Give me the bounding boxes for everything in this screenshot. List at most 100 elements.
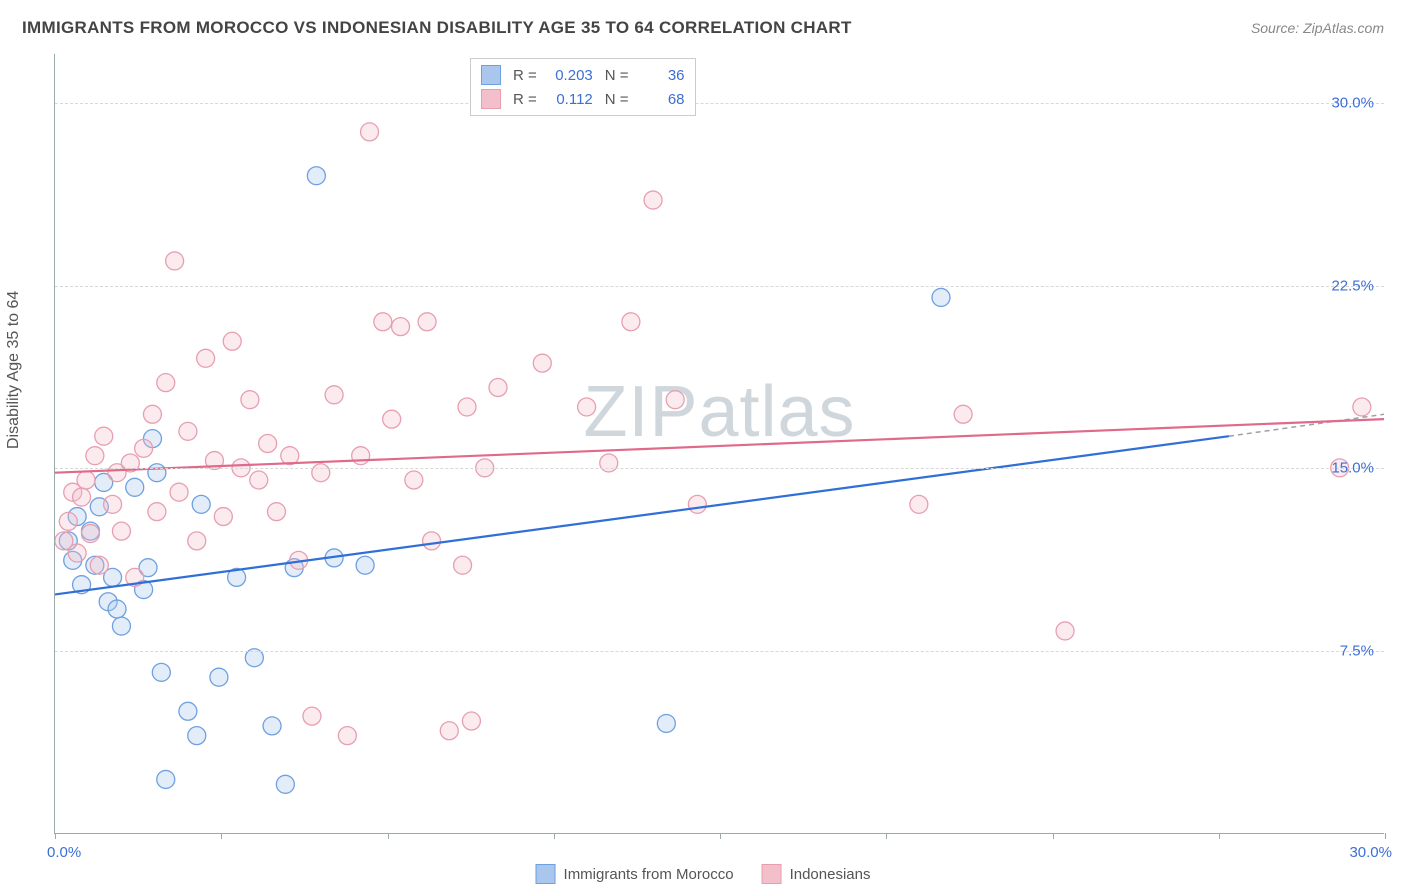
data-point (361, 123, 379, 141)
x-max-label: 30.0% (1349, 844, 1392, 861)
data-point (86, 556, 104, 574)
data-point (1056, 622, 1074, 640)
data-point (126, 478, 144, 496)
trendline (55, 419, 1384, 473)
data-point (578, 398, 596, 416)
x-tick (554, 833, 555, 839)
data-point (325, 386, 343, 404)
data-point (86, 447, 104, 465)
data-point (666, 391, 684, 409)
data-point (325, 549, 343, 567)
data-point (59, 532, 77, 550)
data-point (205, 452, 223, 470)
data-point (139, 559, 157, 577)
data-point (157, 770, 175, 788)
data-point (383, 410, 401, 428)
legend-swatch-indonesians (481, 89, 501, 109)
data-point (210, 668, 228, 686)
data-point (95, 473, 113, 491)
legend-bottom: Immigrants from Morocco Indonesians (536, 864, 871, 884)
data-point (68, 508, 86, 526)
x-tick (1219, 833, 1220, 839)
legend-swatch-indonesians-b (762, 864, 782, 884)
r-label: R = (513, 67, 537, 84)
data-point (263, 717, 281, 735)
data-point (179, 422, 197, 440)
legend-label-indonesians: Indonesians (790, 866, 871, 883)
r-label: R = (513, 91, 537, 108)
x-min-label: 0.0% (47, 844, 81, 861)
legend-stats-box: R = 0.203 N = 36 R = 0.112 N = 68 (470, 58, 696, 116)
data-point (135, 581, 153, 599)
data-point (214, 508, 232, 526)
data-point (688, 495, 706, 513)
data-point (143, 405, 161, 423)
gridline-h (55, 651, 1384, 652)
data-point (489, 379, 507, 397)
data-point (68, 544, 86, 562)
scatter-plot-svg (55, 54, 1384, 833)
data-point (312, 464, 330, 482)
watermark-text: ZIPatlas (583, 371, 855, 453)
legend-item-morocco: Immigrants from Morocco (536, 864, 734, 884)
legend-item-indonesians: Indonesians (762, 864, 871, 884)
data-point (64, 551, 82, 569)
n-label: N = (605, 67, 629, 84)
y-tick-label: 7.5% (1340, 643, 1374, 660)
data-point (533, 354, 551, 372)
data-point (285, 559, 303, 577)
data-point (73, 576, 91, 594)
data-point (112, 617, 130, 635)
data-point (356, 556, 374, 574)
chart-title: IMMIGRANTS FROM MOROCCO VS INDONESIAN DI… (22, 18, 852, 38)
data-point (392, 318, 410, 336)
x-tick (1053, 833, 1054, 839)
data-point (338, 727, 356, 745)
data-point (454, 556, 472, 574)
data-point (126, 568, 144, 586)
data-point (259, 435, 277, 453)
x-tick (221, 833, 222, 839)
data-point (910, 495, 928, 513)
data-point (108, 464, 126, 482)
data-point (374, 313, 392, 331)
data-point (135, 439, 153, 457)
data-point (954, 405, 972, 423)
data-point (95, 427, 113, 445)
data-point (657, 714, 675, 732)
data-point (423, 532, 441, 550)
data-point (352, 447, 370, 465)
gridline-h (55, 468, 1384, 469)
data-point (228, 568, 246, 586)
data-point (188, 727, 206, 745)
x-tick (886, 833, 887, 839)
y-tick-label: 22.5% (1331, 277, 1374, 294)
y-tick-label: 15.0% (1331, 460, 1374, 477)
x-tick (55, 833, 56, 839)
data-point (99, 593, 117, 611)
data-point (112, 522, 130, 540)
scatter-plot-area: ZIPatlas 7.5%15.0%22.5%30.0%0.0%30.0% (54, 54, 1384, 834)
gridline-h (55, 286, 1384, 287)
data-point (59, 512, 77, 530)
gridline-h (55, 103, 1384, 104)
data-point (81, 525, 99, 543)
x-tick (388, 833, 389, 839)
legend-stats-row: R = 0.112 N = 68 (481, 87, 685, 111)
data-point (104, 568, 122, 586)
data-point (90, 556, 108, 574)
data-point (268, 503, 286, 521)
data-point (179, 702, 197, 720)
data-point (290, 551, 308, 569)
data-point (276, 775, 294, 793)
legend-swatch-morocco (481, 65, 501, 85)
n-value-indonesians: 68 (637, 91, 685, 108)
data-point (932, 288, 950, 306)
data-point (143, 430, 161, 448)
data-point (77, 471, 95, 489)
source-attribution: Source: ZipAtlas.com (1251, 20, 1384, 36)
data-point (81, 522, 99, 540)
data-point (622, 313, 640, 331)
legend-label-morocco: Immigrants from Morocco (564, 866, 734, 883)
data-point (197, 349, 215, 367)
